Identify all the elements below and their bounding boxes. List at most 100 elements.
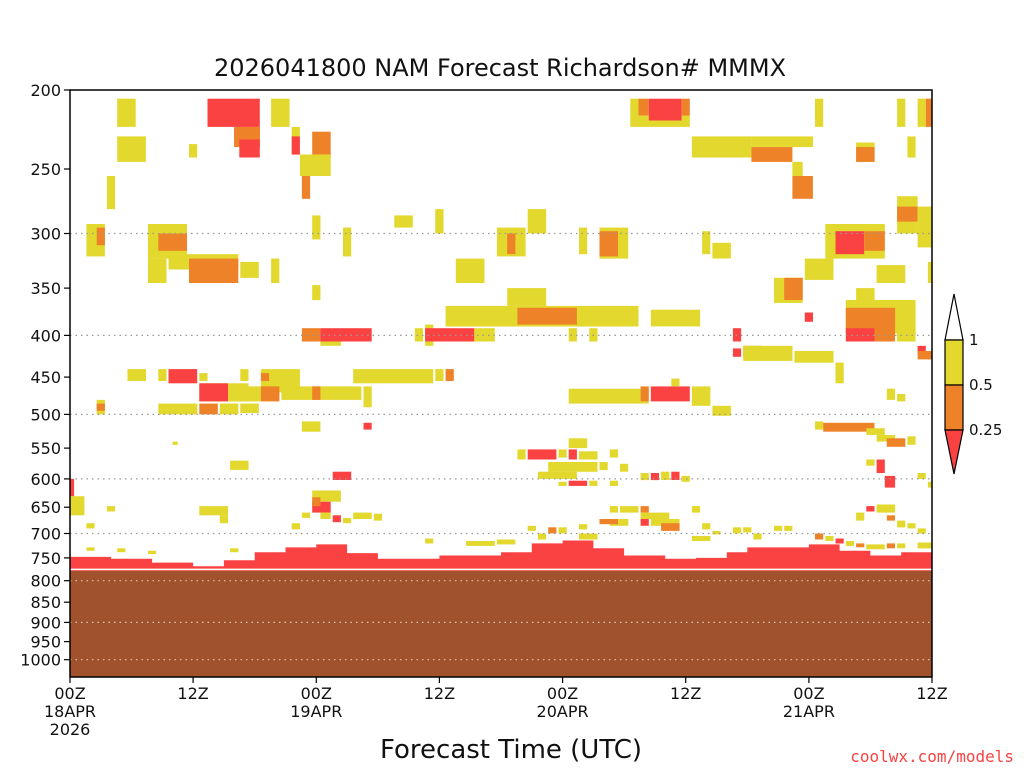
ri-cell [751,147,793,162]
ri-cell [537,471,577,479]
ri-cell [332,471,352,480]
ri-cell [661,523,680,531]
x-tick-label: 12Z [916,684,947,703]
y-tick-label: 400 [30,326,61,345]
legend-label: 0.5 [969,376,993,394]
legend-swatch [944,339,964,386]
ri-cell [579,451,598,460]
ri-cell [219,515,228,524]
ri-cell [702,523,711,530]
x-tick-label: 12Z [177,684,208,703]
ri-cell [630,98,639,127]
ri-cell [312,131,331,158]
ri-cell [907,436,916,445]
ri-cell [732,328,742,342]
ri-cell [897,520,906,528]
ri-cell [117,98,136,127]
ri-cell [260,373,270,381]
ri-cell [517,449,526,460]
ri-cell [332,515,341,523]
ri-cell [917,542,932,549]
ri-cell [117,136,146,162]
ri-cell [917,206,932,248]
ri-cell [866,459,875,466]
ri-cell [640,519,649,526]
ri-cell [260,386,280,402]
ri-cell [907,523,916,529]
ri-cell [558,481,567,486]
x-tick-label: 2026 [50,720,91,739]
ri-cell [537,533,547,540]
y-tick-label: 350 [30,279,61,298]
ri-cell [917,473,926,479]
ri-cell [230,386,270,402]
ri-cell [414,328,423,342]
ri-cell [856,543,865,548]
ri-cell [925,98,932,127]
ri-cell [732,348,742,357]
ri-cell [784,277,803,300]
credit-text: coolwx.com/models [850,747,1014,766]
ri-cell [207,98,260,127]
ri-cell [343,227,352,257]
ri-cell [815,533,824,540]
ri-cell [845,541,854,546]
ri-cell [106,506,116,512]
ri-cell [671,471,680,480]
ri-cell [291,136,300,155]
ri-cell [794,351,834,363]
ri-cell [866,428,885,435]
x-tick-label: 20APR [537,702,589,721]
ri-cell [691,506,701,513]
ri-cell [927,481,932,488]
ri-cell [609,506,618,513]
ri-cell [650,473,659,481]
ri-cell [579,533,598,540]
y-tick-label: 650 [30,498,61,517]
ri-cell [466,541,495,546]
ri-cell [301,421,321,432]
surface-unstable-layer [70,540,932,571]
ri-cell [712,242,731,259]
ri-cell [753,533,762,540]
ri-cell [70,478,75,497]
ri-cell [568,449,577,460]
ri-cell [876,504,896,513]
ri-cell [640,473,649,481]
ri-cell [172,441,178,445]
ri-cell [312,501,331,513]
x-axis-label: Forecast Time (UTC) [380,735,642,765]
ri-cell [804,312,813,322]
ri-cell [864,231,885,251]
ri-cell [917,351,932,360]
ri-cell [804,258,834,280]
ri-cell [312,386,321,400]
ri-cell [897,206,918,222]
ri-cell [312,490,341,502]
ri-cell [199,383,228,402]
ri-cell [640,386,649,402]
ri-cell [96,227,105,246]
ri-cell [815,98,824,127]
ri-cell [650,386,690,402]
ri-cell [702,231,711,255]
ri-cell [897,394,906,402]
richardson-cells [70,98,932,555]
ri-cell [271,98,290,127]
ri-cell [897,98,906,127]
ri-cell [219,403,239,415]
ri-cell [363,386,372,408]
ri-cell [507,233,516,255]
ri-cell [230,548,239,553]
y-tick-label: 900 [30,613,61,632]
ri-cell [640,506,649,513]
ri-cell [917,345,926,355]
ri-cell [661,471,670,480]
ri-cell [568,388,649,404]
ri-cell [301,176,311,199]
ri-cell [527,209,547,234]
ri-cell [876,459,885,473]
ri-cell [927,261,932,283]
legend: 1 0.5 0.25 [944,293,1002,475]
